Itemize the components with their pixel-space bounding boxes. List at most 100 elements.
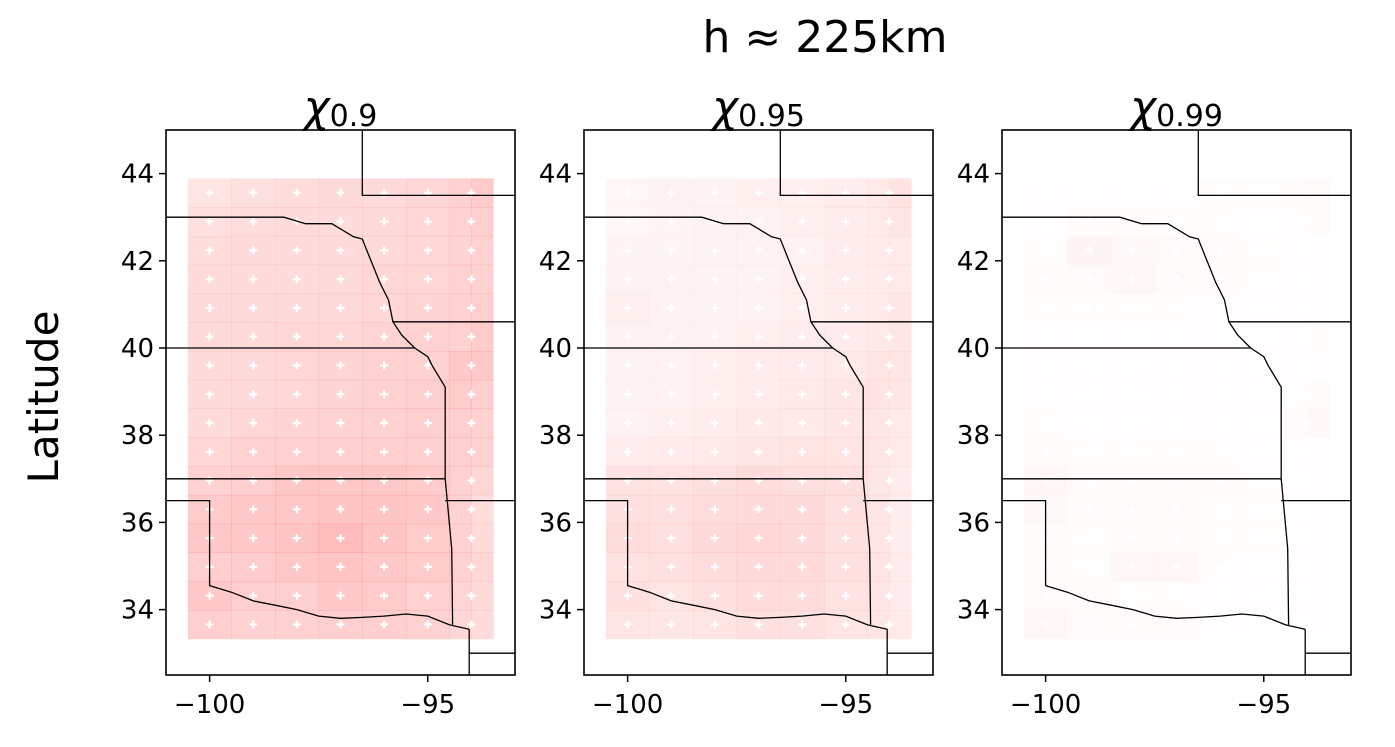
- station-marker: [1216, 447, 1225, 456]
- station-marker: [798, 361, 807, 370]
- station-marker: [423, 620, 432, 629]
- station-marker: [841, 534, 850, 543]
- station-marker: [205, 390, 214, 399]
- station-marker: [710, 591, 719, 600]
- station-marker: [885, 505, 894, 514]
- station-marker: [710, 246, 719, 255]
- station-marker: [841, 476, 850, 485]
- station-marker: [885, 390, 894, 399]
- station-marker: [1085, 188, 1094, 197]
- heatmap-cell: [449, 408, 472, 438]
- station-marker: [667, 447, 676, 456]
- station-marker: [1172, 188, 1181, 197]
- station-marker: [1259, 246, 1268, 255]
- station-marker: [710, 332, 719, 341]
- heatmap-cell: [867, 581, 890, 611]
- station-marker: [1128, 332, 1137, 341]
- heatmap-cell: [449, 235, 472, 266]
- station-marker: [467, 246, 476, 255]
- station-marker: [667, 620, 676, 629]
- station-marker: [1216, 418, 1225, 427]
- station-marker: [249, 620, 258, 629]
- station-marker: [1216, 562, 1225, 571]
- y-tick-label: 34: [121, 596, 154, 626]
- station-marker: [467, 591, 476, 600]
- heatmap-cell: [449, 178, 472, 208]
- y-tick-label: 36: [957, 508, 990, 538]
- station-marker: [623, 303, 632, 312]
- station-marker: [292, 246, 301, 255]
- station-marker: [667, 246, 676, 255]
- station-marker: [1216, 534, 1225, 543]
- station-marker: [1172, 620, 1181, 629]
- station-marker: [467, 361, 476, 370]
- heatmap-cell: [889, 178, 912, 208]
- station-marker: [380, 447, 389, 456]
- station-marker: [292, 591, 301, 600]
- station-marker: [1303, 505, 1312, 514]
- heatmap-cell: [471, 235, 494, 266]
- station-marker: [754, 246, 763, 255]
- station-marker: [623, 447, 632, 456]
- station-marker: [423, 217, 432, 226]
- station-marker: [841, 620, 850, 629]
- station-marker: [380, 534, 389, 543]
- station-marker: [292, 332, 301, 341]
- station-marker: [205, 217, 214, 226]
- station-marker: [249, 303, 258, 312]
- state-borders: [166, 130, 515, 675]
- station-marker: [623, 591, 632, 600]
- station-marker: [1041, 447, 1050, 456]
- station-marker: [1041, 303, 1050, 312]
- heatmap-cell: [889, 207, 912, 237]
- figure-y-axis-label: Latitude: [19, 311, 68, 484]
- station-marker: [1216, 217, 1225, 226]
- station-marker: [623, 275, 632, 284]
- heatmap-cell: [867, 351, 890, 381]
- station-marker: [249, 188, 258, 197]
- station-marker: [1172, 591, 1181, 600]
- station-marker: [205, 275, 214, 284]
- heatmap-cell: [867, 523, 890, 553]
- station-marker: [1303, 390, 1312, 399]
- station-marker: [1172, 361, 1181, 370]
- station-marker: [1259, 534, 1268, 543]
- heatmap-cell: [471, 581, 494, 611]
- station-marker: [467, 217, 476, 226]
- station-marker: [798, 418, 807, 427]
- station-marker: [667, 476, 676, 485]
- station-marker: [623, 361, 632, 370]
- station-marker: [1303, 275, 1312, 284]
- state-border-line: [444, 478, 454, 625]
- station-marker: [1259, 361, 1268, 370]
- heatmap-cell: [867, 322, 890, 352]
- station-marker: [336, 534, 345, 543]
- station-marker: [841, 447, 850, 456]
- station-marker: [1303, 332, 1312, 341]
- state-border-line: [166, 499, 470, 630]
- heatmap-cell: [449, 351, 472, 381]
- station-marker: [423, 246, 432, 255]
- station-marker: [1085, 332, 1094, 341]
- station-marker: [841, 562, 850, 571]
- y-tick-label: 40: [121, 334, 154, 364]
- station-marker: [710, 505, 719, 514]
- station-marker: [841, 217, 850, 226]
- station-marker: [710, 418, 719, 427]
- station-marker: [1172, 418, 1181, 427]
- station-marker: [1128, 447, 1137, 456]
- station-marker: [1128, 361, 1137, 370]
- heatmap-cell: [471, 207, 494, 237]
- heatmap-cell: [889, 552, 912, 582]
- station-marker: [292, 418, 301, 427]
- x-tick-label: −100: [1010, 690, 1081, 720]
- station-marker: [1085, 217, 1094, 226]
- station-marker: [292, 303, 301, 312]
- station-marker: [1085, 418, 1094, 427]
- station-marker: [292, 534, 301, 543]
- heatmap-cell: [449, 322, 472, 352]
- station-marker: [710, 534, 719, 543]
- station-marker: [1216, 332, 1225, 341]
- station-marker: [336, 390, 345, 399]
